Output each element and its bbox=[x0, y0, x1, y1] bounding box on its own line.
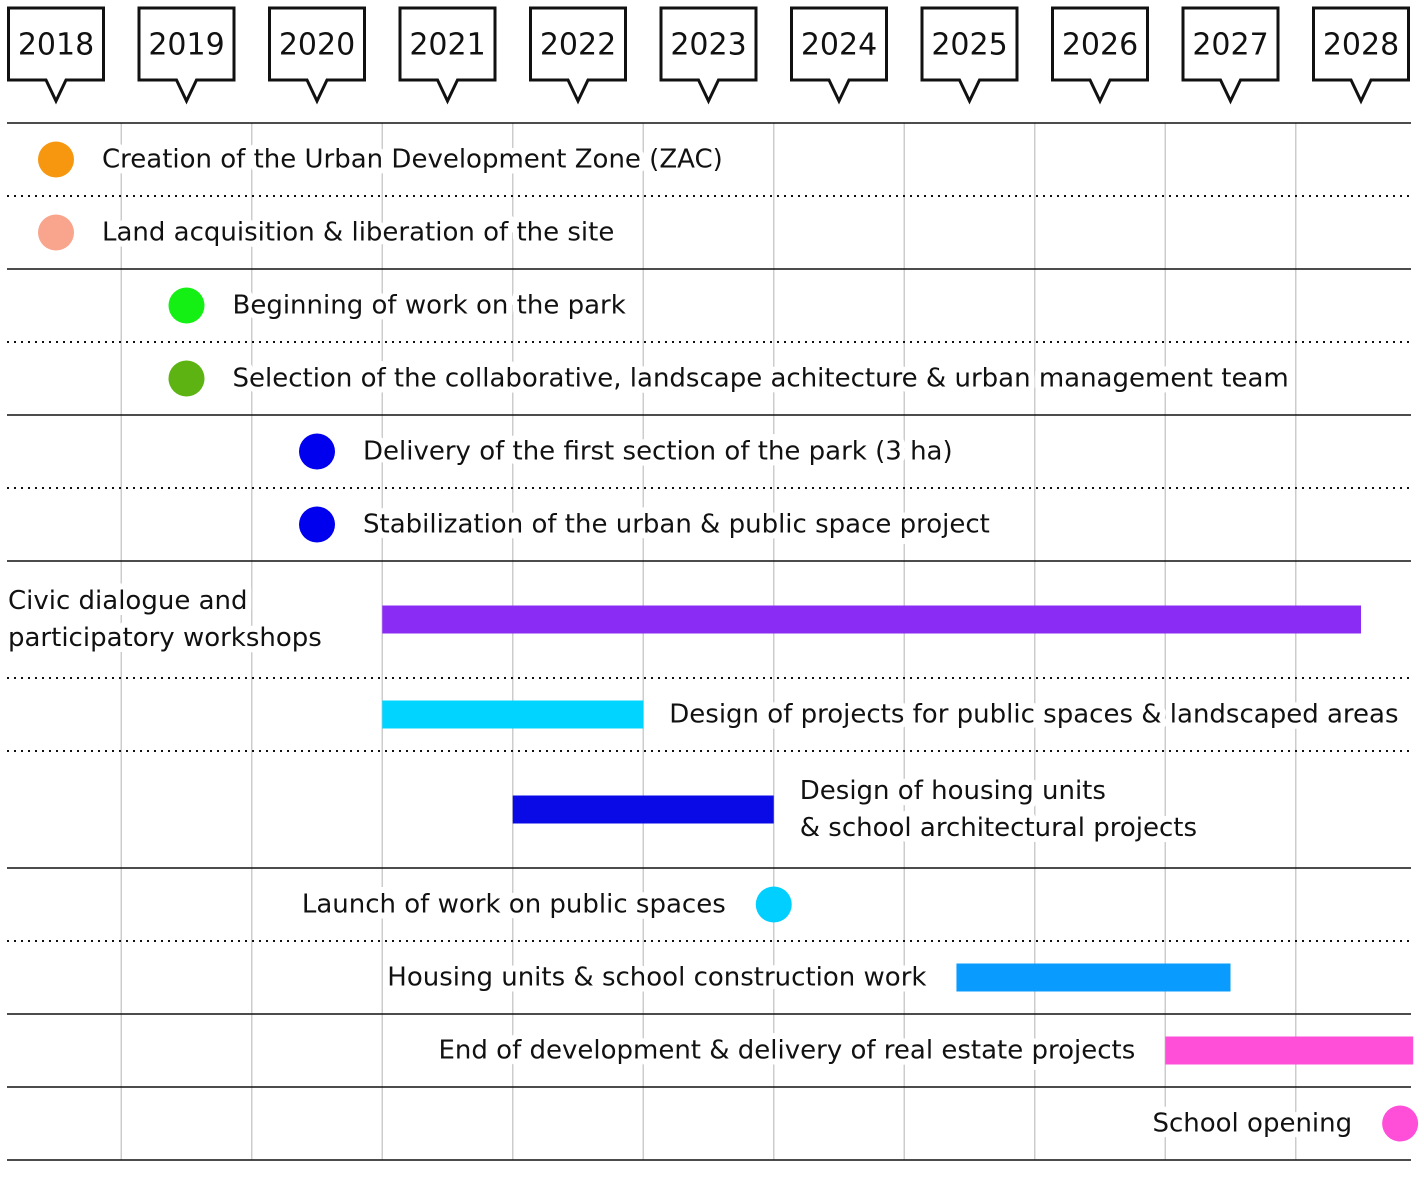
event-label-line: Land acquisition & liberation of the sit… bbox=[102, 218, 614, 248]
year-marker bbox=[1312, 6, 1410, 105]
event-label-line: Creation of the Urban Development Zone (… bbox=[102, 145, 723, 175]
year-marker bbox=[790, 6, 888, 105]
bar bbox=[382, 605, 1361, 634]
year-marker bbox=[1051, 6, 1149, 105]
year-marker bbox=[137, 6, 236, 105]
event-label: Design of housing units & school architec… bbox=[800, 776, 1197, 843]
event-label: Delivery of the first section of the par… bbox=[363, 437, 953, 467]
year-label: 2020 bbox=[279, 28, 355, 63]
event-label: Creation of the Urban Development Zone (… bbox=[102, 145, 723, 175]
year-label: 2022 bbox=[540, 28, 616, 63]
year-label: 2023 bbox=[670, 28, 746, 63]
year-label: 2025 bbox=[931, 28, 1007, 63]
year-label: 2026 bbox=[1062, 28, 1138, 63]
event-label-line: School opening bbox=[1152, 1109, 1352, 1139]
event-label-line: End of development & delivery of real es… bbox=[438, 1036, 1135, 1066]
bar bbox=[1165, 1036, 1414, 1065]
year-marker bbox=[268, 6, 366, 105]
event-label-line: Housing units & school construction work bbox=[387, 963, 926, 993]
event-label: Beginning of work on the park bbox=[233, 291, 626, 321]
event-label: End of development & delivery of real es… bbox=[438, 1036, 1135, 1066]
bar bbox=[956, 963, 1231, 992]
event-label-line: Beginning of work on the park bbox=[233, 291, 626, 321]
year-label: 2028 bbox=[1323, 28, 1399, 63]
milestone-dot bbox=[38, 214, 74, 251]
year-marker bbox=[398, 6, 497, 105]
event-label-line: Stabilization of the urban & public spac… bbox=[363, 510, 990, 540]
year-label: 2027 bbox=[1192, 28, 1268, 63]
milestone-dot bbox=[299, 433, 335, 470]
year-marker bbox=[7, 6, 105, 105]
milestone-dot bbox=[755, 886, 792, 923]
year-label: 2018 bbox=[18, 28, 94, 63]
event-label: Selection of the collaborative, landscap… bbox=[233, 364, 1289, 394]
year-label: 2024 bbox=[801, 28, 877, 63]
milestone-dot bbox=[299, 506, 335, 543]
year-marker bbox=[920, 6, 1019, 105]
event-label-line: Design of projects for public spaces & l… bbox=[669, 700, 1398, 730]
year-marker bbox=[1181, 6, 1280, 105]
event-label: Launch of work on public spaces bbox=[302, 890, 726, 920]
event-label-line: Selection of the collaborative, landscap… bbox=[233, 364, 1289, 394]
event-label-line: Design of housing units bbox=[800, 776, 1106, 806]
year-label: 2021 bbox=[409, 28, 485, 63]
event-label: Design of projects for public spaces & l… bbox=[669, 700, 1398, 730]
event-label-line: Delivery of the first section of the par… bbox=[363, 437, 953, 467]
event-label-line: Civic dialogue and bbox=[8, 586, 248, 616]
milestone-dot bbox=[1382, 1105, 1419, 1142]
milestone-dot bbox=[168, 360, 205, 397]
year-marker bbox=[659, 6, 758, 105]
year-marker bbox=[529, 6, 627, 105]
event-label: Land acquisition & liberation of the sit… bbox=[102, 218, 614, 248]
bar bbox=[382, 700, 644, 729]
milestone-dot bbox=[38, 141, 74, 178]
event-label: School opening bbox=[1152, 1109, 1352, 1139]
milestone-dot bbox=[168, 287, 205, 324]
year-label: 2019 bbox=[148, 28, 224, 63]
event-label: Stabilization of the urban & public spac… bbox=[363, 510, 990, 540]
event-label-line: Launch of work on public spaces bbox=[302, 890, 726, 920]
event-label: Civic dialogue and participatory workshop… bbox=[8, 586, 322, 653]
event-label: Housing units & school construction work bbox=[387, 963, 926, 993]
event-label-line: participatory workshops bbox=[8, 623, 322, 653]
bar bbox=[512, 795, 774, 824]
event-label-line: & school architectural projects bbox=[800, 813, 1197, 843]
